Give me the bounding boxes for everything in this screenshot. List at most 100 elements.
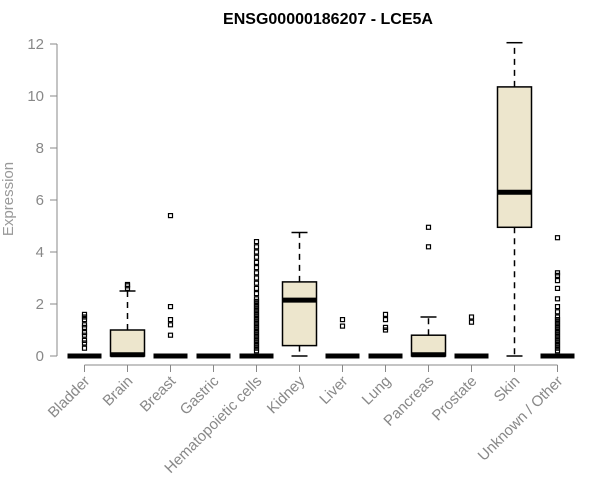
y-tick-label: 10	[27, 88, 44, 105]
outlier-point	[253, 319, 260, 325]
box-group	[239, 239, 274, 359]
outlier-point	[81, 322, 88, 328]
outlier-point	[253, 254, 260, 260]
x-tick-label: Lung	[359, 373, 395, 409]
box-series	[67, 41, 575, 359]
x-tick-label: Bladder	[45, 373, 94, 422]
outlier-point	[253, 327, 260, 333]
outlier-point	[253, 249, 260, 255]
outlier-point	[554, 343, 561, 349]
x-tick-label: Liver	[316, 373, 351, 408]
outlier-point	[253, 259, 260, 265]
outlier-point	[382, 311, 389, 317]
outlier-point	[253, 311, 260, 317]
outlier-point	[554, 340, 561, 346]
outlier-point	[468, 319, 475, 325]
outlier-point	[167, 317, 174, 323]
outlier-point	[253, 317, 260, 323]
box-group	[281, 231, 318, 357]
outlier-point	[253, 337, 260, 343]
outlier-point	[253, 296, 260, 302]
outlier-point	[554, 285, 561, 291]
x-tick-label: Skin	[491, 373, 524, 406]
y-axis: 0 2 4 6 8 10 12	[27, 36, 58, 365]
box-group	[153, 213, 188, 359]
box-group	[496, 41, 533, 357]
outlier-point	[554, 309, 561, 315]
outlier-point	[554, 296, 561, 302]
outlier-point	[167, 322, 174, 328]
outlier-point	[81, 345, 88, 351]
outlier-point	[382, 327, 389, 333]
outlier-point	[253, 291, 260, 297]
y-tick-label: 4	[36, 244, 44, 261]
x-tick-label: Kidney	[264, 372, 309, 417]
chart-title: ENSG00000186207 - LCE5A	[223, 11, 433, 28]
outlier-point	[253, 244, 260, 250]
y-tick-label: 12	[27, 36, 44, 53]
outlier-point	[554, 330, 561, 336]
outlier-point	[81, 330, 88, 336]
outlier-point	[81, 311, 88, 317]
outlier-point	[554, 332, 561, 338]
y-tick-label: 8	[36, 140, 44, 157]
outlier-point	[81, 314, 88, 320]
outlier-point	[167, 213, 174, 219]
outlier-point	[253, 340, 260, 346]
outlier-point	[253, 280, 260, 286]
box-group	[109, 281, 146, 358]
outlier-point	[167, 332, 174, 338]
outlier-point	[253, 270, 260, 276]
y-axis-label: Expression	[0, 162, 17, 236]
outlier-point	[81, 332, 88, 338]
outlier-point	[382, 324, 389, 330]
box-iqr	[496, 86, 533, 229]
outlier-point	[253, 301, 260, 307]
box-group	[410, 224, 447, 358]
outlier-point	[554, 345, 561, 351]
outlier-point	[81, 340, 88, 346]
outlier-point	[253, 275, 260, 281]
y-tick-label: 0	[36, 348, 44, 365]
box-group	[325, 317, 360, 359]
outlier-point	[425, 244, 432, 250]
outlier-point	[468, 314, 475, 320]
outlier-point	[253, 298, 260, 304]
box-group	[454, 314, 489, 359]
outlier-point	[81, 337, 88, 343]
outlier-point	[554, 270, 561, 276]
outlier-point	[81, 317, 88, 323]
outlier-point	[554, 317, 561, 323]
x-tick-label: Prostate	[429, 373, 481, 425]
box-iqr	[109, 329, 146, 357]
outlier-point	[554, 327, 561, 333]
outlier-point	[253, 314, 260, 320]
box-iqr	[281, 281, 318, 347]
outlier-point	[554, 272, 561, 278]
outlier-point	[382, 317, 389, 323]
outlier-point	[253, 332, 260, 338]
outlier-point	[253, 345, 260, 351]
outlier-point	[253, 285, 260, 291]
outlier-point	[554, 324, 561, 330]
outlier-point	[339, 317, 346, 323]
x-tick-label: Brain	[100, 373, 137, 410]
outlier-point	[253, 330, 260, 336]
outlier-point	[425, 224, 432, 230]
outlier-point	[81, 324, 88, 330]
y-tick-label: 2	[36, 296, 44, 313]
outlier-point	[253, 324, 260, 330]
outlier-point	[253, 343, 260, 349]
y-tick-label: 6	[36, 192, 44, 209]
outlier-point	[124, 281, 131, 288]
outlier-point	[253, 239, 260, 245]
x-tick-label: Breast	[137, 372, 180, 415]
outlier-point	[554, 278, 561, 284]
outlier-point	[253, 304, 260, 310]
outlier-point	[167, 304, 174, 310]
outlier-point	[253, 306, 260, 312]
box-group	[540, 235, 575, 359]
outlier-point	[253, 265, 260, 271]
